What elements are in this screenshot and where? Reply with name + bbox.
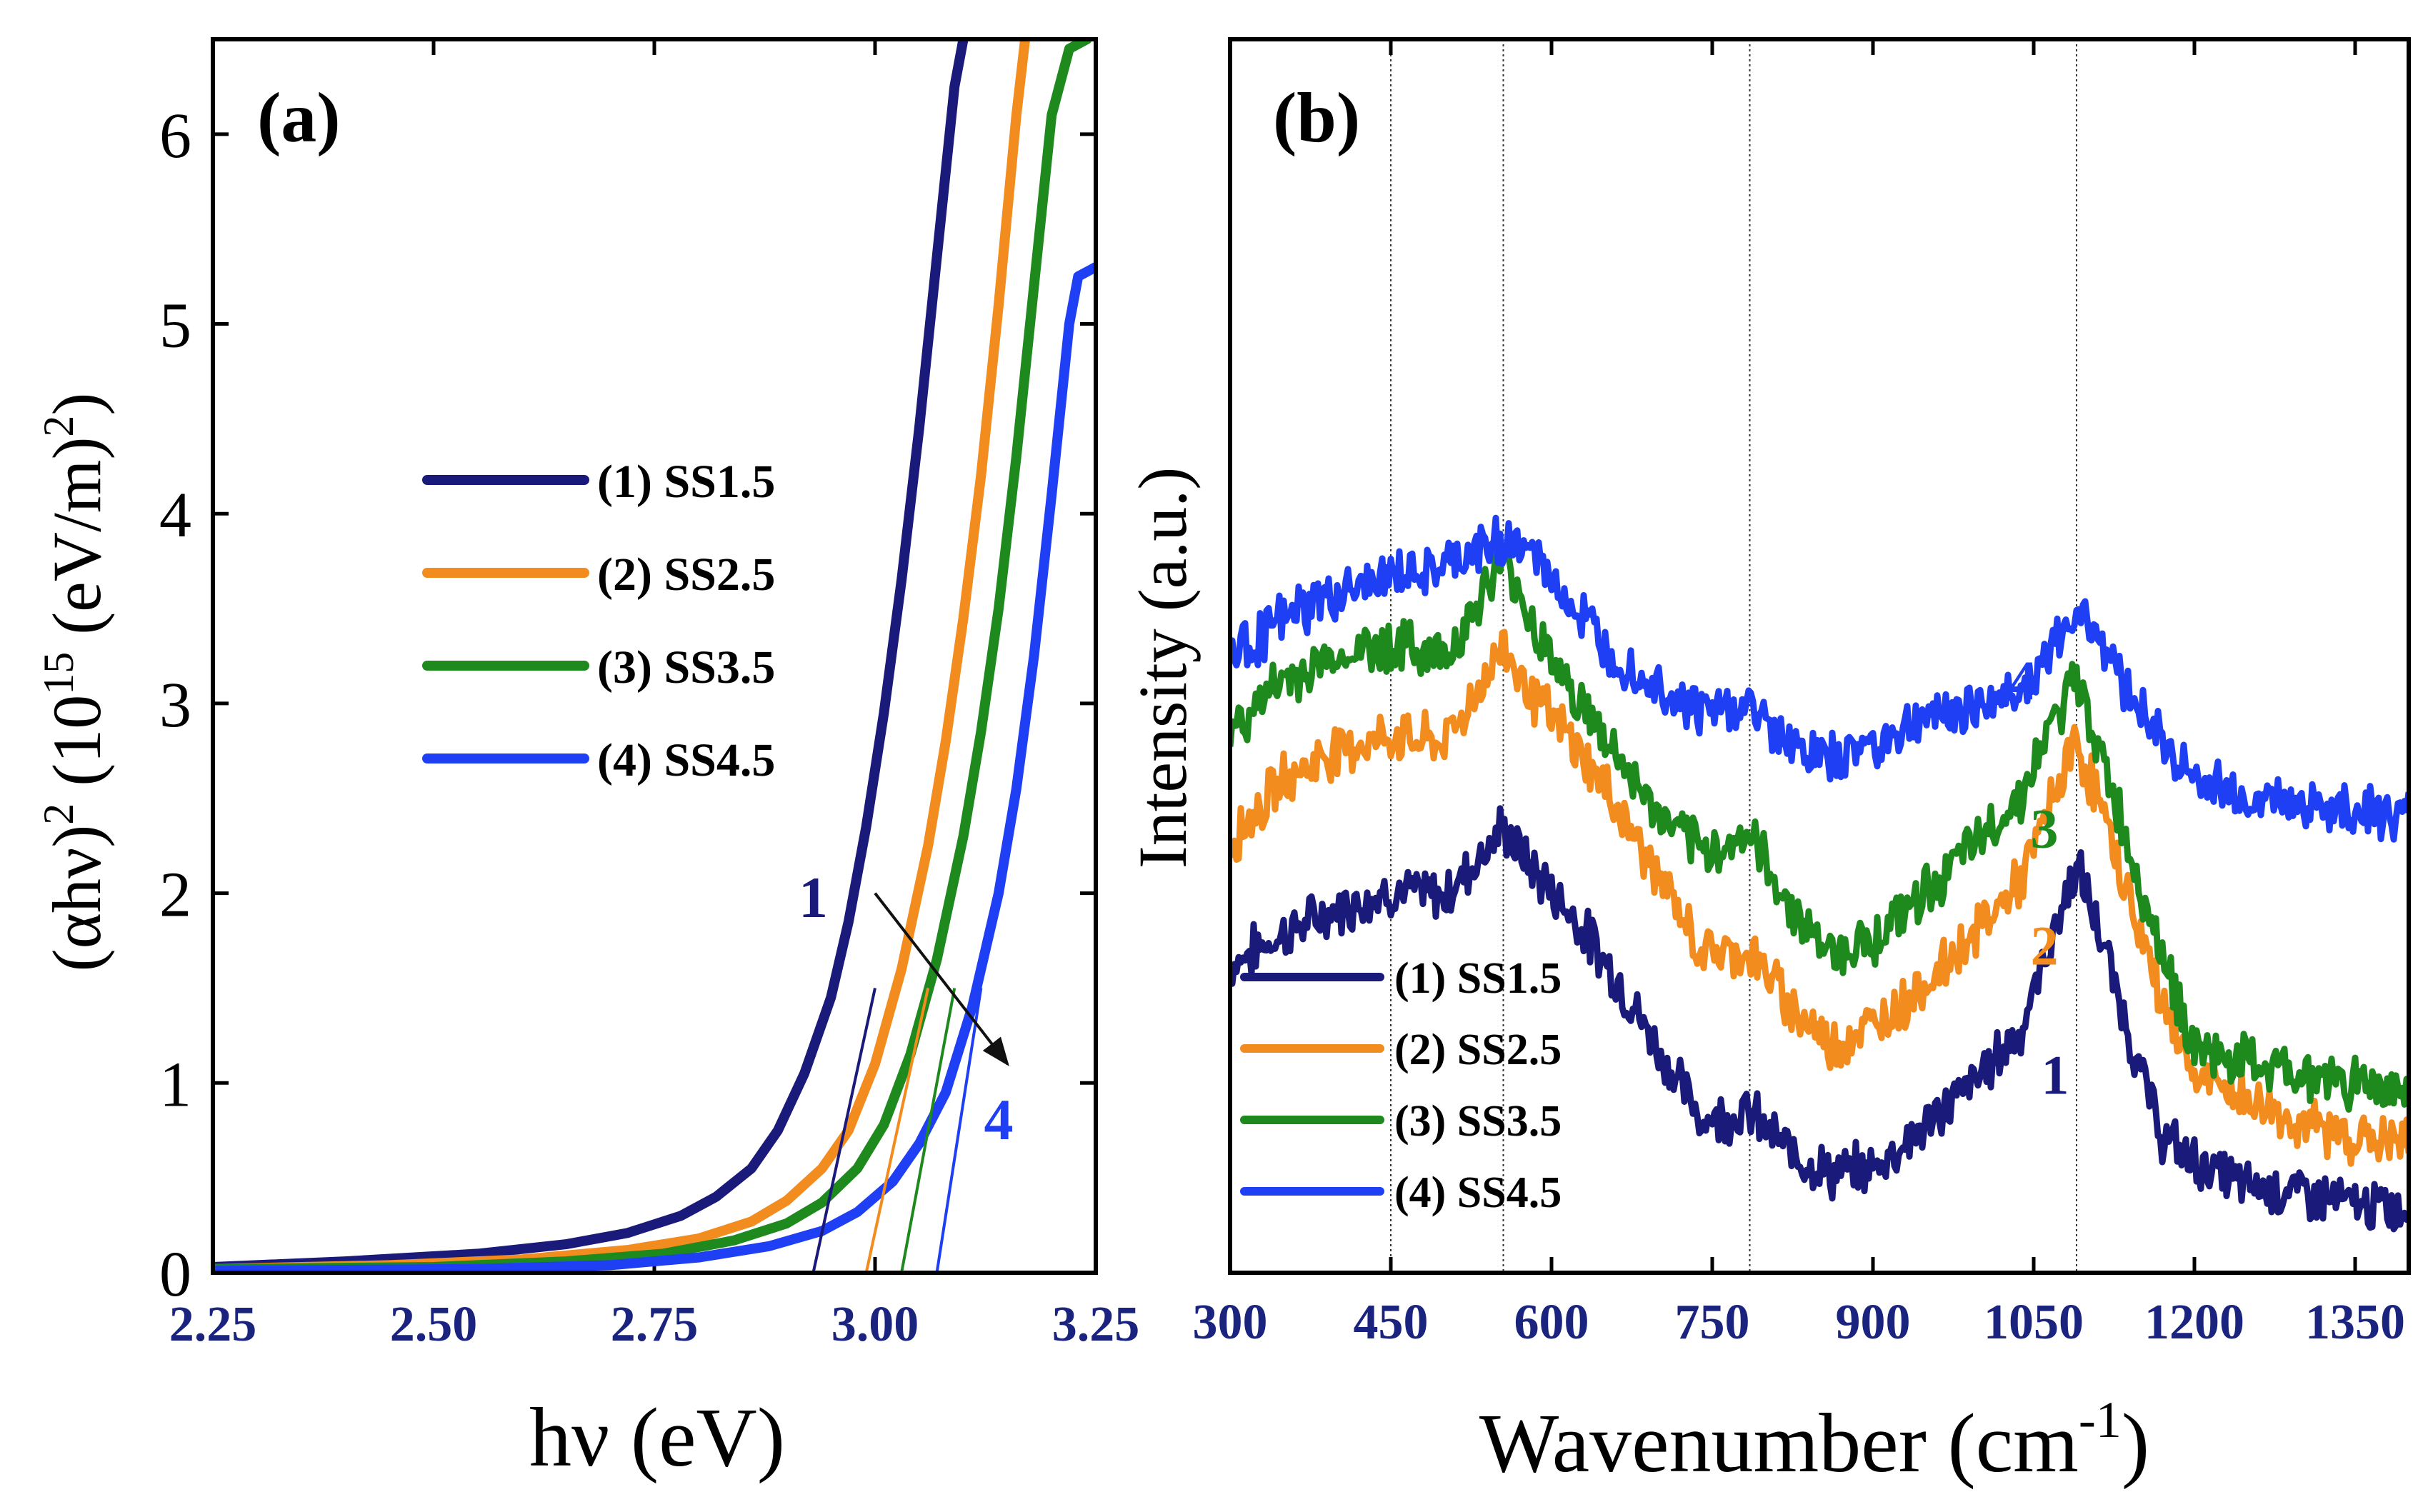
panel-a-ylabel-post: (eV/m) [39,437,115,652]
panel-a-xtick-label: 3.25 [1052,1297,1140,1352]
panel-b-series-group [1230,514,2409,1233]
panel-a-legend-label: (3) SS3.5 [597,641,775,694]
panel-a-xtick-label: 2.25 [169,1297,257,1352]
plot-layer: 2.25 2.50 2.75 3.00 3.25 0 1 2 3 4 5 6 1 4 (1) SS1.5 (2… [159,37,2411,1352]
panel-b-curve-label: 3 [2031,797,2059,859]
panel-b-xtick-label: 1350 [2305,1295,2405,1350]
panel-a-ylabel-sup1: 2 [35,803,82,825]
panel-a-ylabel-end: ) [39,393,115,416]
panel-a-legend-label: (1) SS1.5 [597,456,775,508]
panel-b-xlabel-sup: -1 [2079,1391,2122,1448]
panel-a-xlabel: hν (eV) [529,1391,785,1484]
panel-a-ylabel: (αhν)2 (1015 (eV/m)2) [35,393,115,972]
panel-a-ylabel-sup2: 15 [35,652,82,695]
panel-a-ylabel-mid: (10 [39,695,115,803]
panel-b-xtick-label: 1050 [1984,1295,2084,1350]
panel-a-ytick-label: 2 [159,860,191,931]
panel-a-tangent-line [935,988,983,1273]
panel-b-xlabel: Wavenumber (cm-1) [1479,1391,2149,1490]
panel-a-arrow [874,892,1009,1066]
panel-b-series-line [1230,514,2409,843]
panel-b-xtick-label: 600 [1514,1295,1589,1350]
panel-a-xtick-label: 3.00 [831,1297,919,1352]
panel-b-curve-label: 2 [2031,914,2059,976]
panel-a-ylabel-sup3: 2 [35,416,82,437]
panel-a-series-group [213,39,1096,1273]
panel-b-legend-label: (2) SS2.5 [1394,1026,1562,1074]
panel-a-ytick-label: 3 [159,670,191,741]
panel-a-series-line [213,39,1031,1273]
panel-a-series-line [213,39,969,1272]
panel-b-ylabel: Intensity (a.u.) [1124,467,1201,869]
panel-a-xtick-label: 2.75 [611,1297,699,1352]
panel-a-arrow-end-label: 4 [984,1087,1014,1152]
panel-b-curve-label: 1 [2042,1044,2069,1106]
panel-b-label: (b) [1273,78,1360,157]
panel-b-series-line [1230,805,2409,1233]
panel-a-ytick-label: 1 [159,1049,191,1120]
panel-b-xlabel-post: ) [2122,1396,2149,1490]
panel-a-series-line [213,261,1096,1273]
panel-a-legend-label: (2) SS2.5 [597,549,775,601]
panel-b-xtick-label: 1200 [2144,1295,2244,1350]
panel-b-frame [1228,37,2411,1275]
panel-b-legend-label: (1) SS1.5 [1394,954,1562,1003]
panel-a-series-line [213,39,1092,1273]
panel-a-tangent-line [900,988,956,1273]
panel-b-xtick-label: 300 [1193,1295,1268,1350]
panel-b-legend-label: (4) SS4.5 [1394,1168,1562,1217]
panel-a-ylabel-pre: (αhν) [39,825,115,972]
panel-a-ytick-label: 0 [159,1239,191,1310]
panel-b-xtick-label: 450 [1354,1295,1429,1350]
panel-a-ytick-label: 5 [159,291,191,361]
panel-b-xtick-label: 750 [1675,1295,1750,1350]
panel-b-xtick-label: 900 [1836,1295,1911,1350]
panel-a-arrow-start-label: 1 [799,865,828,930]
panel-a-ytick-label: 4 [159,480,191,551]
panel-a-tangent-line [864,988,930,1273]
panel-b-series-line [1230,545,2409,1113]
panel-a-label: (a) [257,78,341,157]
panel-a-tangent-line [811,988,876,1273]
panel-a-legend-label: (4) SS4.5 [597,734,775,786]
panel-b-xlabel-pre: Wavenumber (cm [1479,1396,2079,1490]
panel-a-frame [211,37,1098,1275]
panel-a-ytick-label: 6 [159,101,191,171]
panel-b-legend-label: (3) SS3.5 [1394,1097,1562,1146]
panel-a-xtick-label: 2.50 [390,1297,478,1352]
panel-b-curve-label: 4 [2009,649,2037,711]
